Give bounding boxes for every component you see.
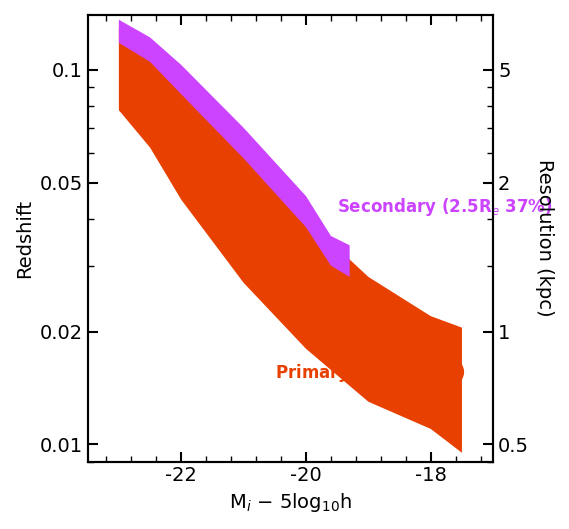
Y-axis label: Redshift: Redshift	[15, 199, 34, 278]
Polygon shape	[119, 27, 462, 453]
Text: Primary (1.5R$_e$ 47%): Primary (1.5R$_e$ 47%)	[275, 362, 465, 384]
X-axis label: M$_i$ $-$ 5log$_{10}$h: M$_i$ $-$ 5log$_{10}$h	[229, 491, 352, 514]
Text: Secondary (2.5R$_e$ 37%): Secondary (2.5R$_e$ 37%)	[337, 196, 553, 218]
Y-axis label: Resolution (kpc): Resolution (kpc)	[535, 159, 554, 317]
Polygon shape	[119, 20, 350, 277]
